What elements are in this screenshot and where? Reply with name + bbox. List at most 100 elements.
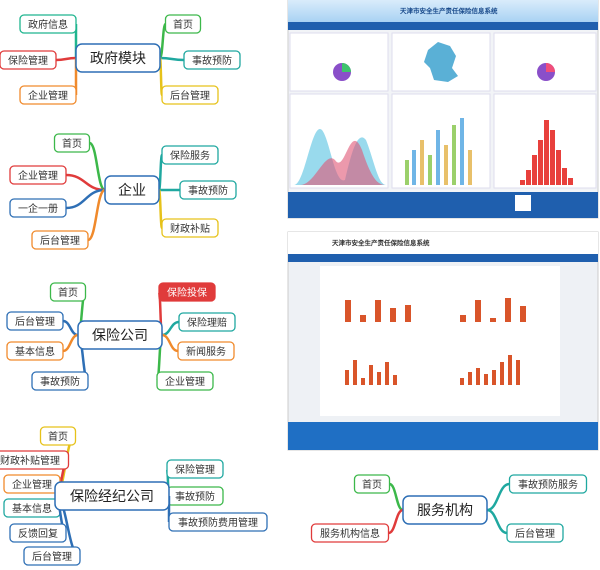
node-label: 事故预防费用管理 (178, 516, 258, 529)
node-box (0, 50, 57, 70)
node-label: 保险管理 (8, 54, 48, 67)
connector (87, 188, 106, 242)
screenshot-title: 天津市安全生产责任保险信息系统 (400, 6, 498, 15)
screenshot-2: 天津市安全生产责任保险信息系统 (287, 231, 599, 451)
center-box (77, 320, 163, 350)
node-label: 首页 (362, 478, 382, 491)
node-label: 新闻服务 (186, 345, 226, 358)
node-box (168, 512, 268, 532)
node-box (161, 145, 219, 165)
node-label: 保险服务 (170, 149, 210, 162)
connector (55, 56, 77, 62)
node-box (158, 282, 216, 302)
screenshot-1: 天津市安全生产责任保险信息系统 (287, 0, 599, 219)
node-label: 后台管理 (515, 527, 555, 540)
connector (388, 508, 404, 535)
node-label: 企业管理 (18, 169, 58, 182)
node-box (19, 14, 77, 34)
node-box (179, 180, 237, 200)
connector (388, 482, 404, 512)
center-box (402, 495, 488, 525)
node-box (164, 14, 202, 34)
node-box (506, 523, 564, 543)
header (288, 232, 598, 254)
footer (288, 422, 598, 450)
node-box (39, 426, 77, 446)
bars (345, 298, 526, 385)
connector (486, 482, 510, 512)
node-label: 后台管理 (170, 89, 210, 102)
node-box (6, 341, 64, 361)
screenshot-title: 天津市安全生产责任保险信息系统 (332, 238, 430, 247)
pie-part (546, 63, 555, 72)
connector (62, 319, 79, 337)
node-box (177, 341, 235, 361)
node-label: 企业管理 (12, 478, 52, 491)
map (424, 42, 458, 82)
node-box (161, 85, 219, 105)
node-label: 事故预防 (188, 184, 228, 197)
node-box (0, 450, 70, 470)
node-box (9, 165, 67, 185)
content (320, 266, 560, 416)
node-box (156, 371, 214, 391)
center-label: 企业 (118, 182, 146, 199)
bars (405, 118, 472, 185)
node-box (9, 198, 67, 218)
node-label: 保险管理 (175, 463, 215, 476)
connector (62, 333, 79, 353)
node-box (161, 218, 219, 238)
header (288, 0, 598, 22)
node-label: 事故预防 (175, 490, 215, 503)
node-label: 事故预防 (192, 54, 232, 67)
center-box (54, 481, 170, 511)
node-box (23, 546, 81, 566)
node-label: 后台管理 (40, 234, 80, 247)
node-label: 基本信息 (12, 502, 52, 515)
node-label: 政府信息 (28, 18, 68, 31)
node-box (6, 311, 64, 331)
node-box (31, 230, 89, 250)
node-label: 事故预防服务 (518, 478, 578, 491)
node-box (53, 133, 91, 153)
node-label: 后台管理 (32, 550, 72, 563)
connector (65, 188, 106, 210)
center-box (104, 175, 160, 205)
node-box (166, 459, 224, 479)
node-box (49, 282, 87, 302)
center-label: 服务机构 (417, 503, 473, 519)
node-label: 服务机构信息 (320, 527, 380, 540)
connector (158, 22, 167, 60)
node-box (19, 85, 77, 105)
center-label: 政府模块 (90, 51, 146, 67)
center-box (75, 43, 161, 73)
node-box (9, 523, 67, 543)
node-label: 一企一册 (18, 202, 58, 215)
node-label: 财政补贴管理 (0, 454, 60, 467)
node-label: 反馈回复 (18, 527, 58, 540)
node-label: 基本信息 (15, 345, 55, 358)
node-label: 事故预防 (40, 375, 80, 388)
node-box (310, 523, 390, 543)
nav (288, 254, 598, 262)
center-label: 保险公司 (92, 328, 148, 344)
node-label: 后台管理 (15, 315, 55, 328)
node-label: 保险投保 (167, 286, 207, 299)
connector (159, 56, 185, 62)
node-box (183, 50, 241, 70)
mind-maps: 政府信息保险管理企业管理首页事故预防后台管理政府模块首页企业管理一企一册后台管理… (0, 14, 588, 566)
node-label: 企业管理 (28, 89, 68, 102)
connector (161, 333, 179, 353)
node-label: 企业管理 (165, 375, 205, 388)
nav (288, 22, 598, 30)
area (300, 140, 386, 185)
connector (161, 320, 180, 337)
center-label: 保险经纪公司 (70, 489, 154, 505)
node-label: 首页 (58, 286, 78, 299)
histogram (520, 120, 573, 185)
connector (486, 508, 508, 535)
node-box (353, 474, 391, 494)
node-label: 首页 (173, 18, 193, 31)
node-label: 保险理赔 (187, 316, 227, 329)
